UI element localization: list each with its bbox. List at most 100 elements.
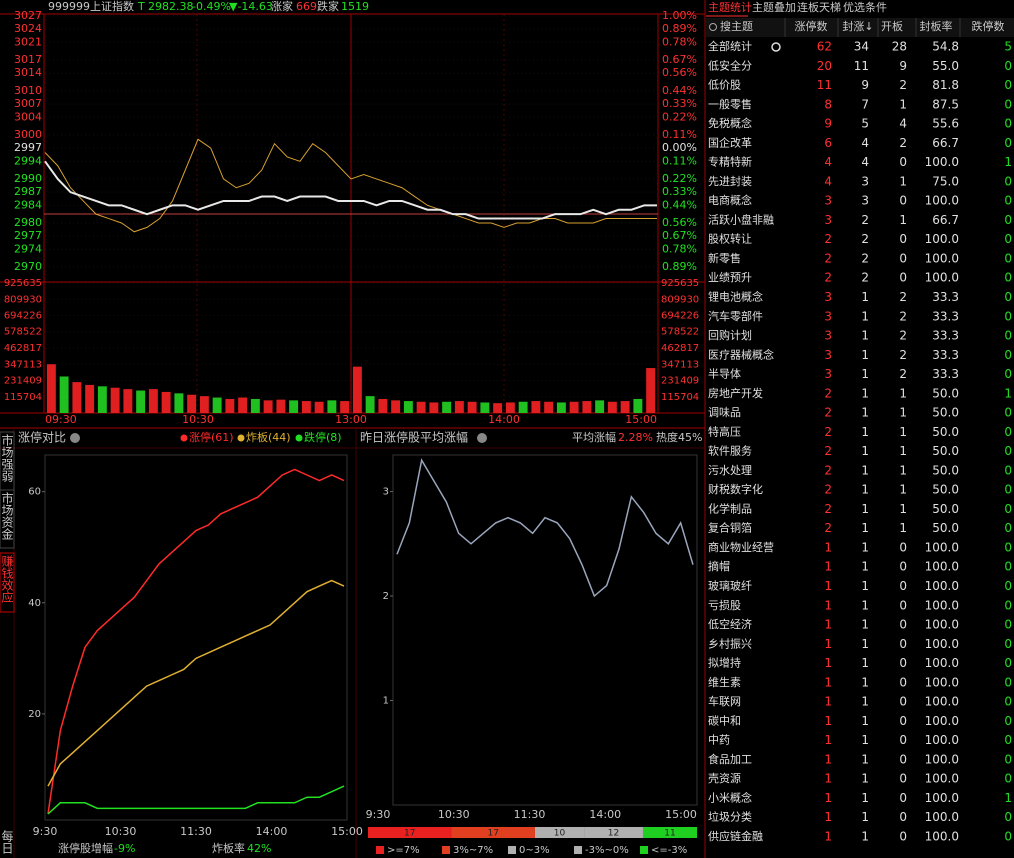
- theme-name[interactable]: 国企改革: [708, 135, 752, 149]
- cell: 0: [1004, 367, 1012, 381]
- y-tick-label: 3021: [14, 35, 42, 48]
- theme-name[interactable]: 拟增持: [708, 656, 741, 670]
- theme-name[interactable]: 垃圾分类: [708, 810, 752, 824]
- pct-tick-label: 1.00%: [662, 9, 697, 22]
- cell: 3: [824, 194, 832, 208]
- pct-tick-label: 0.44%: [662, 84, 697, 97]
- theme-name[interactable]: 特高压: [708, 424, 741, 438]
- pct-tick-label: 0.67%: [662, 53, 697, 66]
- theme-name[interactable]: 低安全分: [708, 58, 752, 72]
- cell: 1: [861, 810, 869, 824]
- x-tick-label: 11:30: [514, 808, 546, 821]
- volume-bar: [301, 401, 311, 413]
- theme-name[interactable]: 专精特新: [708, 155, 752, 169]
- info-icon[interactable]: [477, 433, 487, 443]
- theme-name[interactable]: 电商概念: [708, 193, 752, 207]
- theme-name[interactable]: 商业物业经营: [708, 540, 774, 554]
- y-tick-label: 462817: [4, 343, 42, 354]
- theme-name[interactable]: 复合铜箔: [708, 521, 752, 535]
- theme-name[interactable]: 食品加工: [708, 752, 752, 766]
- cell: 2: [861, 251, 869, 265]
- theme-name[interactable]: 业绩预升: [708, 271, 752, 284]
- col-header[interactable]: 跌停数: [972, 19, 1005, 33]
- theme-name[interactable]: 软件服务: [708, 444, 752, 458]
- cell: 0: [899, 733, 907, 747]
- time-grid: [196, 14, 505, 413]
- cell: 0: [899, 637, 907, 651]
- theme-name[interactable]: 化学制品: [708, 501, 752, 515]
- theme-name[interactable]: 乡村振兴: [708, 636, 752, 650]
- theme-name[interactable]: 股权转让: [708, 232, 752, 246]
- theme-name[interactable]: 维生素: [708, 675, 741, 689]
- theme-name[interactable]: 亏损股: [708, 598, 741, 612]
- theme-name[interactable]: 小米概念: [708, 790, 752, 804]
- theme-name[interactable]: 中药: [708, 734, 730, 747]
- cell: 50.0: [932, 483, 959, 497]
- theme-name[interactable]: 污水处理: [708, 464, 752, 477]
- volume-bar: [378, 398, 388, 413]
- theme-name[interactable]: 活跃小盘非融: [708, 212, 774, 226]
- theme-name[interactable]: 全部统计: [708, 39, 752, 53]
- theme-name[interactable]: 免税概念: [708, 116, 752, 130]
- theme-name[interactable]: 汽车零部件: [708, 309, 763, 323]
- side-tab[interactable]: 赚钱效应: [0, 554, 14, 603]
- theme-name[interactable]: 供应链金融: [708, 829, 763, 843]
- cell: 1: [861, 618, 869, 632]
- cell: 50.0: [932, 406, 959, 420]
- theme-name[interactable]: 回购计划: [708, 328, 752, 342]
- theme-name[interactable]: 一般零售: [708, 97, 752, 111]
- theme-name[interactable]: 半导体: [708, 367, 741, 381]
- theme-name[interactable]: 玻璃玻纤: [708, 579, 752, 593]
- volume-bar: [289, 400, 299, 413]
- tab[interactable]: 优选条件: [843, 0, 887, 14]
- footer-value: -9%: [114, 842, 135, 855]
- cell: 0: [899, 560, 907, 574]
- theme-name[interactable]: 碳中和: [708, 713, 741, 727]
- theme-name[interactable]: 调味品: [708, 406, 741, 419]
- side-tab[interactable]: 每日: [0, 829, 14, 854]
- x-tick-label: 14:00: [488, 413, 520, 426]
- theme-name[interactable]: 摘帽: [708, 559, 730, 573]
- side-tab[interactable]: 市场强弱: [0, 433, 14, 483]
- theme-name[interactable]: 车联网: [708, 694, 741, 708]
- theme-name[interactable]: 房地产开发: [708, 386, 763, 400]
- tab[interactable]: 连板天梯: [797, 0, 841, 14]
- side-tab[interactable]: 市场资金: [0, 491, 14, 540]
- col-header[interactable]: 封涨↓: [842, 19, 873, 33]
- theme-name[interactable]: 壳资源: [708, 771, 741, 785]
- theme-name[interactable]: 低空经济: [708, 617, 752, 631]
- x-tick-label: 13:00: [335, 413, 367, 426]
- cell: 0: [899, 232, 907, 246]
- series-line: [47, 785, 345, 815]
- tab[interactable]: 主题叠加: [752, 1, 796, 14]
- cell: 100.0: [925, 810, 959, 824]
- tab[interactable]: 主题统计: [708, 1, 752, 14]
- theme-name[interactable]: 低价股: [708, 79, 741, 92]
- col-header[interactable]: 搜主题: [720, 19, 753, 33]
- theme-name[interactable]: 新零售: [708, 251, 741, 265]
- col-header[interactable]: 开板: [881, 19, 903, 33]
- theme-name[interactable]: 先进封装: [708, 174, 752, 188]
- cell: 0: [1004, 59, 1012, 73]
- volume-bar: [314, 401, 324, 413]
- y-tick-label: 1: [383, 696, 389, 707]
- cell: 1: [824, 618, 832, 632]
- pct-tick-label: 0.67%: [662, 229, 697, 242]
- volume-bar: [85, 384, 95, 413]
- col-header[interactable]: 封板率: [920, 19, 953, 33]
- theme-name[interactable]: 医疗器械概念: [708, 347, 774, 361]
- cell: 1: [899, 174, 907, 188]
- volume-bar: [556, 402, 566, 413]
- search-icon[interactable]: [709, 23, 717, 31]
- change: ▼-14.63: [229, 0, 273, 13]
- theme-name[interactable]: 财税数字化: [708, 482, 763, 496]
- cell: 100.0: [925, 232, 959, 246]
- cell: 1: [861, 656, 869, 670]
- col-header[interactable]: 涨停数: [795, 19, 828, 33]
- cell: 0: [899, 251, 907, 265]
- dist-bar: [584, 827, 643, 838]
- info-icon[interactable]: [70, 433, 80, 443]
- y-tick-label: 347113: [4, 359, 42, 370]
- theme-name[interactable]: 锂电池概念: [708, 289, 763, 303]
